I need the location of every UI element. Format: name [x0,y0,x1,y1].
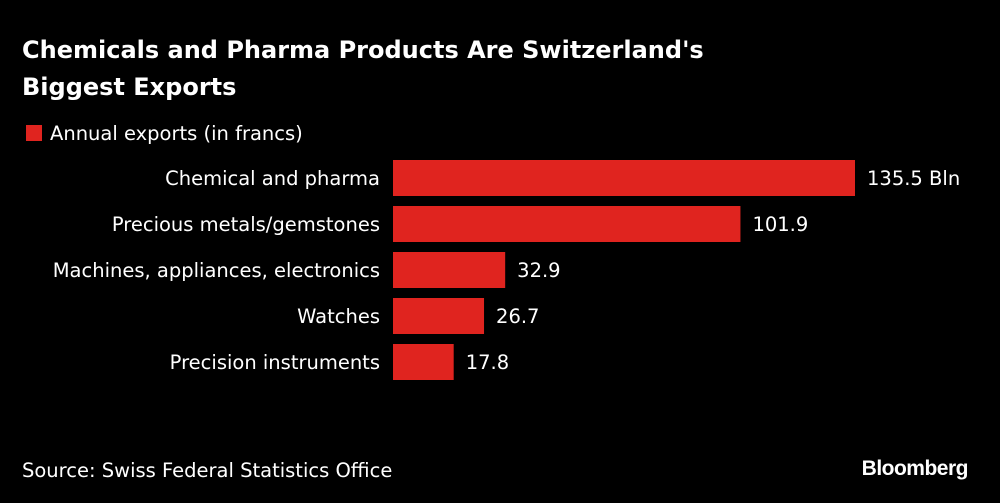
bar [393,298,485,334]
value-label: 32.9 [517,259,560,282]
value-label: 26.7 [496,305,539,328]
category-label: Precision instruments [170,351,380,374]
category-label: Precious metals/gemstones [112,213,380,236]
bar [393,252,506,288]
legend-label: Annual exports (in francs) [50,122,303,145]
value-label: 101.9 [752,213,808,236]
bars-group: Chemical and pharma 135.5 Bln Precious met… [53,160,960,380]
chart-title-line-2: Biggest Exports [22,73,236,101]
bloomberg-logo: Bloomberg [862,457,968,480]
chart-title-line-1: Chemicals and Pharma Products Are Switze… [22,36,704,64]
category-label: Chemical and pharma [165,167,380,190]
legend-swatch [26,125,42,141]
bar [393,206,741,242]
category-label: Watches [297,305,380,328]
value-label: 17.8 [466,351,509,374]
bar [393,344,454,380]
bar [393,160,855,196]
source-note: Source: Swiss Federal Statistics Office [22,459,392,482]
category-label: Machines, appliances, electronics [53,259,380,282]
value-label: 135.5 Bln [867,167,960,190]
